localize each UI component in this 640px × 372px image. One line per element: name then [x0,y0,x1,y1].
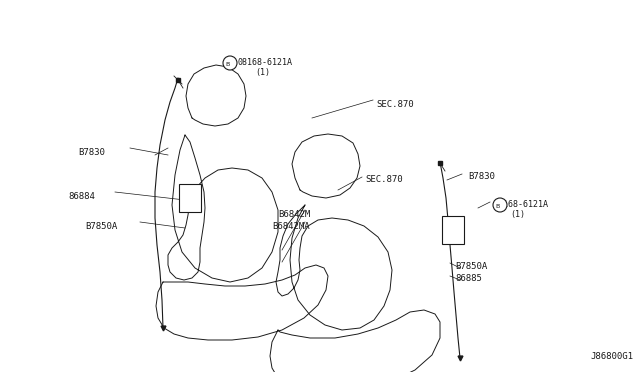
Text: SEC.870: SEC.870 [365,175,403,184]
Text: J86800G1: J86800G1 [590,352,633,361]
Text: B7830: B7830 [468,172,495,181]
Text: (1): (1) [255,68,270,77]
Text: B: B [495,205,499,209]
Text: 86885: 86885 [455,274,482,283]
Bar [442,216,464,244]
Text: 08168-6121A: 08168-6121A [238,58,293,67]
Text: B7830: B7830 [78,148,105,157]
Circle shape [223,56,237,70]
Text: B: B [225,62,229,67]
Text: B6842MA: B6842MA [272,222,310,231]
Text: 08168-6121A: 08168-6121A [494,200,549,209]
Text: 86884: 86884 [68,192,95,201]
Circle shape [493,198,507,212]
Text: B6842M: B6842M [278,210,310,219]
Text: B7850A: B7850A [85,222,117,231]
Text: B7850A: B7850A [455,262,487,271]
Text: SEC.870: SEC.870 [376,100,413,109]
Bar [179,184,201,212]
Text: (1): (1) [510,210,525,219]
